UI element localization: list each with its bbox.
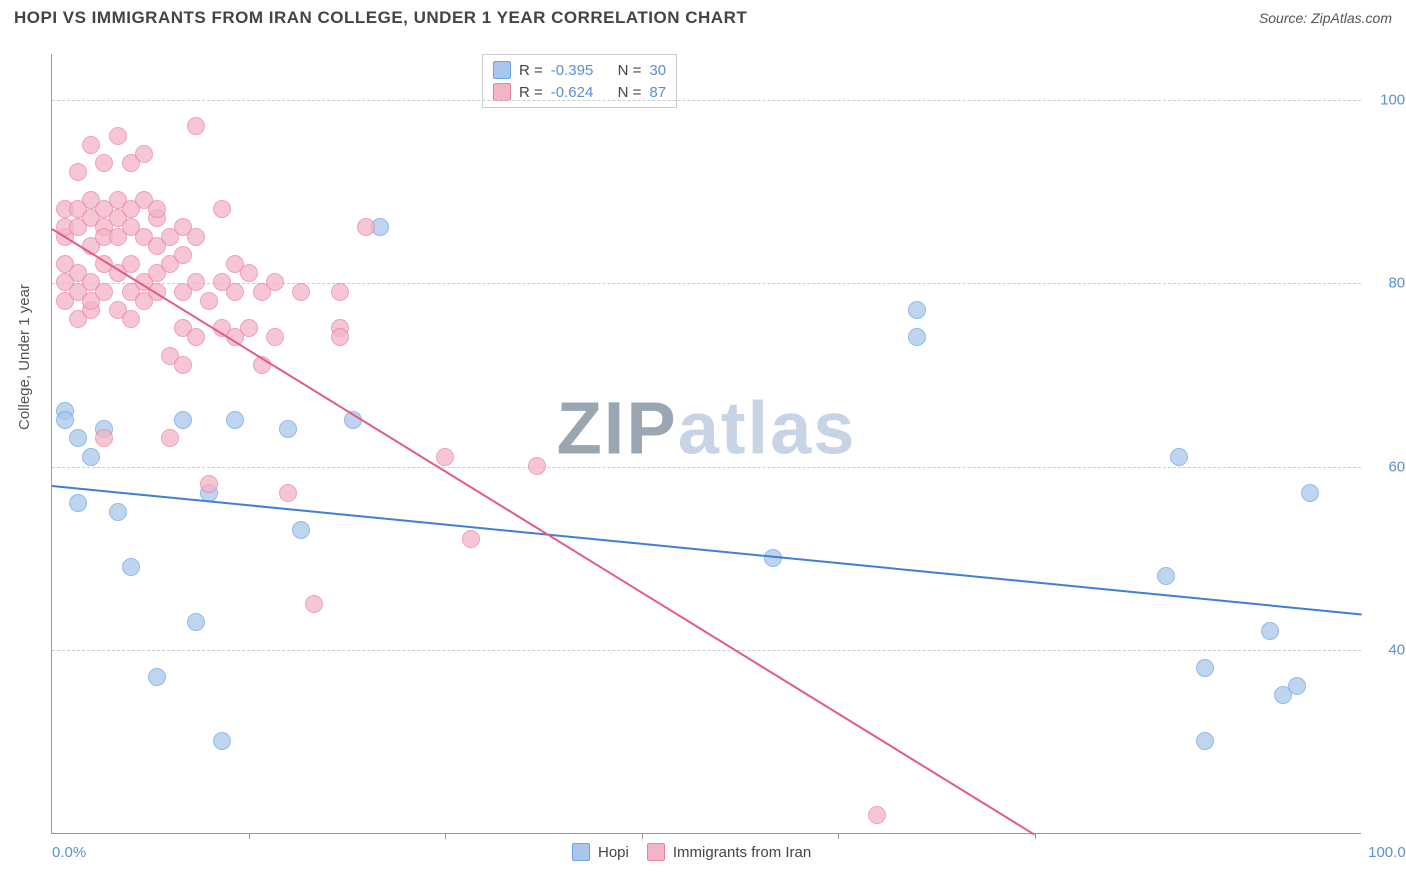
- data-point: [122, 558, 140, 576]
- data-point: [200, 475, 218, 493]
- data-point: [187, 613, 205, 631]
- data-point: [1301, 484, 1319, 502]
- data-point: [279, 420, 297, 438]
- data-point: [279, 484, 297, 502]
- data-point: [226, 411, 244, 429]
- data-point: [305, 595, 323, 613]
- r-value-iran: -0.624: [551, 84, 594, 101]
- x-tick-label: 0.0%: [52, 844, 86, 861]
- swatch-iran: [493, 83, 511, 101]
- data-point: [122, 255, 140, 273]
- data-point: [148, 200, 166, 218]
- data-point: [187, 328, 205, 346]
- data-point: [109, 503, 127, 521]
- data-point: [187, 273, 205, 291]
- data-point: [200, 292, 218, 310]
- data-point: [240, 264, 258, 282]
- data-point: [95, 154, 113, 172]
- data-point: [357, 218, 375, 236]
- n-label: N =: [618, 62, 642, 79]
- y-axis-label: College, Under 1 year: [16, 284, 33, 430]
- y-tick-label: 40.0%: [1371, 642, 1406, 659]
- data-point: [148, 668, 166, 686]
- data-point: [122, 310, 140, 328]
- n-label: N =: [618, 84, 642, 101]
- data-point: [161, 429, 179, 447]
- data-point: [266, 328, 284, 346]
- data-point: [331, 328, 349, 346]
- data-point: [174, 356, 192, 374]
- stats-row-hopi: R = -0.395 N = 30: [493, 59, 666, 81]
- data-point: [187, 117, 205, 135]
- data-point: [1261, 622, 1279, 640]
- data-point: [226, 283, 244, 301]
- data-point: [69, 163, 87, 181]
- watermark: ZIPatlas: [557, 385, 857, 470]
- n-value-iran: 87: [649, 84, 666, 101]
- watermark-text-a: ZIP: [557, 386, 678, 469]
- data-point: [174, 246, 192, 264]
- swatch-iran: [647, 843, 665, 861]
- x-tick: [249, 833, 250, 839]
- legend-item-hopi: Hopi: [572, 843, 629, 861]
- data-point: [95, 429, 113, 447]
- data-point: [462, 530, 480, 548]
- data-point: [292, 283, 310, 301]
- data-point: [908, 328, 926, 346]
- data-point: [436, 448, 454, 466]
- chart-title: HOPI VS IMMIGRANTS FROM IRAN COLLEGE, UN…: [14, 8, 747, 28]
- data-point: [1170, 448, 1188, 466]
- x-tick: [838, 833, 839, 839]
- data-point: [240, 319, 258, 337]
- data-point: [69, 429, 87, 447]
- data-point: [174, 411, 192, 429]
- watermark-text-b: atlas: [678, 386, 857, 469]
- gridline: [52, 467, 1361, 468]
- data-point: [109, 127, 127, 145]
- n-value-hopi: 30: [649, 62, 666, 79]
- gridline: [52, 650, 1361, 651]
- data-point: [331, 283, 349, 301]
- data-point: [56, 411, 74, 429]
- data-point: [266, 273, 284, 291]
- data-point: [1288, 677, 1306, 695]
- scatter-plot: ZIPatlas R = -0.395 N = 30 R = -0.624 N …: [51, 54, 1361, 834]
- data-point: [213, 732, 231, 750]
- data-point: [187, 228, 205, 246]
- legend-label-iran: Immigrants from Iran: [673, 844, 811, 861]
- y-tick-label: 100.0%: [1371, 91, 1406, 108]
- data-point: [82, 136, 100, 154]
- gridline: [52, 283, 1361, 284]
- data-point: [213, 200, 231, 218]
- source-label: Source: ZipAtlas.com: [1259, 10, 1392, 26]
- title-bar: HOPI VS IMMIGRANTS FROM IRAN COLLEGE, UN…: [0, 0, 1406, 34]
- swatch-hopi: [572, 843, 590, 861]
- y-tick-label: 60.0%: [1371, 458, 1406, 475]
- trend-line: [52, 485, 1362, 615]
- x-tick: [445, 833, 446, 839]
- series-legend: Hopi Immigrants from Iran: [572, 843, 811, 861]
- data-point: [69, 494, 87, 512]
- r-label: R =: [519, 62, 543, 79]
- data-point: [135, 145, 153, 163]
- gridline: [52, 100, 1361, 101]
- data-point: [1157, 567, 1175, 585]
- trend-line: [51, 228, 1035, 835]
- legend-label-hopi: Hopi: [598, 844, 629, 861]
- data-point: [528, 457, 546, 475]
- data-point: [868, 806, 886, 824]
- data-point: [1196, 659, 1214, 677]
- x-tick-label: 100.0%: [1368, 844, 1406, 861]
- swatch-hopi: [493, 61, 511, 79]
- data-point: [1196, 732, 1214, 750]
- data-point: [82, 448, 100, 466]
- r-label: R =: [519, 84, 543, 101]
- x-tick: [642, 833, 643, 839]
- y-tick-label: 80.0%: [1371, 275, 1406, 292]
- r-value-hopi: -0.395: [551, 62, 594, 79]
- data-point: [292, 521, 310, 539]
- data-point: [95, 283, 113, 301]
- legend-item-iran: Immigrants from Iran: [647, 843, 811, 861]
- data-point: [908, 301, 926, 319]
